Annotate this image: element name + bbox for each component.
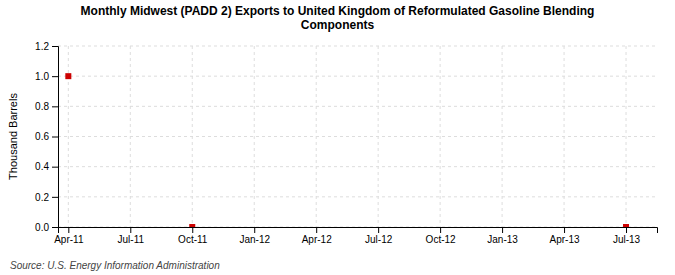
tick-mark (626, 227, 627, 233)
tick-label: 0.0 (35, 222, 49, 233)
tick-label: Oct-11 (178, 234, 208, 245)
tick-label: Jan-12 (239, 234, 270, 245)
grid-line (68, 46, 69, 227)
tick-label: 0.2 (35, 192, 49, 203)
point (65, 73, 71, 79)
tick-label: Apr-12 (302, 234, 332, 245)
title-line: Monthly Midwest (PADD 2) Exports to Unit… (81, 4, 595, 18)
tick: Apr-11 (54, 227, 84, 245)
grid-line (254, 46, 255, 227)
grid-line (58, 136, 657, 137)
tick: 0.4 (35, 161, 58, 172)
tick: 0.0 (35, 222, 58, 233)
title: Monthly Midwest (PADD 2) Exports to Unit… (81, 4, 595, 32)
tick-label: Apr-11 (54, 234, 84, 245)
grid-line (626, 46, 627, 227)
tick: Jul-11 (118, 227, 145, 245)
tick-mark (52, 76, 58, 77)
chart: Apr-11 Jul-11 Oct-11 Jan-12 Apr-12 Jul-12 Oct-… (0, 0, 675, 275)
tick: Jan-12 (239, 227, 270, 245)
tick-label: Jul-11 (118, 234, 145, 245)
tick-mark (52, 227, 58, 228)
grid-line (58, 76, 657, 77)
tick-mark (52, 167, 58, 168)
point (623, 224, 629, 227)
tick-label: 0.8 (35, 101, 49, 112)
tick: 1.2 (35, 41, 58, 52)
x-axis: Apr-11 Jul-11 Oct-11 Jan-12 Apr-12 Jul-12 Oct-… (54, 227, 657, 245)
tick-mark (52, 106, 58, 107)
tick-mark (192, 227, 193, 233)
axis-line (52, 47, 59, 228)
tick-mark (502, 227, 503, 233)
tick: Oct-12 (426, 227, 456, 245)
grid-line (58, 166, 657, 167)
tick-mark (316, 227, 317, 233)
tick-label: 0.6 (35, 131, 49, 142)
tick: Jul-12 (365, 227, 393, 245)
tick-label: Apr-13 (550, 234, 580, 245)
point (189, 224, 195, 227)
grid-line (58, 106, 657, 107)
tick-mark (440, 227, 441, 233)
grid-line (440, 46, 441, 227)
tick-mark (52, 46, 58, 47)
tick-mark (254, 227, 255, 233)
tick-label: Oct-12 (426, 234, 456, 245)
points (65, 73, 629, 227)
tick: 0.6 (35, 131, 58, 142)
tick: 0.8 (35, 101, 58, 112)
y-axis-title: Thousand Barrels (7, 93, 19, 180)
tick: Apr-13 (550, 227, 580, 245)
tick-mark (564, 227, 565, 233)
tick-label: 1.2 (35, 41, 49, 52)
tick-label: Jul-13 (613, 234, 641, 245)
tick: Apr-12 (302, 227, 332, 245)
grid-line (58, 46, 657, 47)
title-line: Components (301, 18, 375, 32)
tick-mark (378, 227, 379, 233)
grid-line (58, 196, 657, 197)
tick: 1.0 (35, 71, 58, 82)
tick: Jul-13 (613, 227, 641, 245)
tick-label: 0.4 (35, 161, 49, 172)
tick: Jan-13 (487, 227, 518, 245)
tick-label: 1.0 (35, 71, 49, 82)
tick-mark (52, 137, 58, 138)
axis-line (59, 228, 658, 234)
grid (58, 46, 657, 227)
tick-label: Jan-13 (487, 234, 518, 245)
tick-mark (68, 227, 69, 233)
tick-label: Jul-12 (365, 234, 393, 245)
tick-mark (130, 227, 131, 233)
tick: Oct-11 (178, 227, 208, 245)
y-axis: 0.0 0.2 0.4 0.6 0.8 1.0 1.2 (35, 41, 58, 233)
source: Source: U.S. Energy Information Administ… (10, 260, 220, 271)
tick: 0.2 (35, 192, 58, 203)
plot: Apr-11 Jul-11 Oct-11 Jan-12 Apr-12 Jul-12 Oct-… (35, 41, 657, 245)
tick-mark (52, 197, 58, 198)
